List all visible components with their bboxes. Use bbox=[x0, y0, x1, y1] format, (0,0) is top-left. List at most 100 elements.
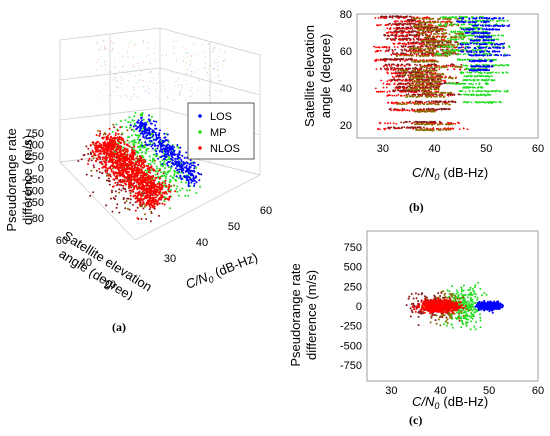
chart-a-point bbox=[137, 174, 139, 176]
chart-b-point bbox=[392, 122, 395, 125]
chart-b-point bbox=[393, 63, 395, 66]
chart-a-ghost-point bbox=[122, 71, 124, 73]
chart-a-point bbox=[140, 125, 143, 128]
chart-a-ghost-point bbox=[111, 47, 114, 50]
chart-a-point bbox=[113, 173, 115, 176]
chart-b-point bbox=[402, 121, 405, 124]
chart-a-ghost-point bbox=[120, 83, 122, 85]
chart-a-point bbox=[149, 180, 152, 183]
chart-a-ghost-point bbox=[99, 48, 102, 50]
chart-a-point bbox=[161, 139, 164, 142]
chart-b-point bbox=[476, 86, 479, 89]
chart-b-point bbox=[393, 78, 396, 81]
chart-a-point bbox=[183, 162, 186, 165]
chart-a-point bbox=[133, 163, 136, 166]
chart-a-point bbox=[101, 150, 104, 153]
chart-a-y-tick: 80 bbox=[32, 213, 44, 225]
chart-b-point bbox=[411, 67, 414, 70]
chart-b-point bbox=[376, 49, 379, 52]
chart-a-point bbox=[193, 167, 196, 170]
chart-a-point bbox=[87, 159, 90, 162]
chart-a-point bbox=[126, 149, 129, 152]
chart-b-point bbox=[468, 71, 471, 74]
chart-b-point bbox=[429, 123, 431, 125]
chart-b-point bbox=[425, 78, 428, 81]
chart-a-point bbox=[163, 196, 166, 199]
chart-a-point bbox=[198, 179, 201, 182]
chart-a-point bbox=[129, 155, 132, 158]
chart-b-point bbox=[459, 68, 461, 71]
chart-a-ghost-point bbox=[204, 67, 206, 70]
chart-a-point bbox=[134, 162, 137, 165]
chart-a-point bbox=[139, 127, 142, 130]
chart-b-point bbox=[424, 73, 427, 76]
chart-a-point bbox=[178, 171, 181, 173]
chart-a-point bbox=[139, 144, 142, 147]
chart-b-point bbox=[431, 120, 433, 123]
chart-b-point bbox=[470, 83, 473, 85]
chart-b-point bbox=[423, 108, 425, 110]
chart-a-point bbox=[153, 196, 156, 199]
chart-a-point bbox=[147, 162, 150, 165]
chart-a-point bbox=[151, 131, 154, 134]
chart-a-point bbox=[150, 193, 152, 196]
chart-a-point bbox=[121, 162, 124, 165]
chart-a-point bbox=[164, 177, 167, 180]
chart-b-point bbox=[425, 100, 428, 103]
chart-a-point bbox=[147, 181, 150, 184]
chart-b-point bbox=[390, 109, 392, 112]
chart-a-point bbox=[164, 171, 167, 174]
chart-b-point bbox=[398, 78, 401, 81]
chart-a-point bbox=[151, 143, 154, 146]
chart-a-point bbox=[98, 149, 101, 152]
chart-a-ghost-point bbox=[156, 95, 158, 98]
chart-a-ghost-point bbox=[134, 75, 136, 77]
chart-a-point bbox=[133, 186, 136, 189]
chart-b-point bbox=[388, 108, 391, 111]
chart-b-point bbox=[411, 122, 414, 125]
chart-b-point bbox=[419, 126, 422, 129]
chart-b-point bbox=[399, 75, 402, 78]
chart-b-point bbox=[425, 82, 428, 85]
chart-b-point bbox=[409, 58, 412, 61]
chart-a-point bbox=[106, 169, 109, 172]
chart-b-point bbox=[406, 109, 409, 111]
chart-a-point bbox=[125, 200, 128, 203]
chart-a-point bbox=[133, 122, 136, 125]
chart-a-point bbox=[132, 161, 135, 164]
chart-a-point bbox=[126, 173, 129, 176]
chart-b-point bbox=[419, 73, 422, 75]
chart-b-point bbox=[441, 76, 443, 79]
chart-a-point bbox=[132, 175, 135, 178]
chart-b-point bbox=[400, 89, 403, 92]
chart-a-point bbox=[111, 130, 114, 133]
chart-b-point bbox=[414, 88, 417, 91]
chart-a-point bbox=[150, 176, 152, 179]
chart-b-point bbox=[417, 95, 420, 98]
chart-a-point bbox=[152, 134, 155, 137]
chart-b-point bbox=[415, 74, 418, 76]
chart-b-point bbox=[437, 88, 440, 91]
chart-a-point bbox=[176, 190, 179, 193]
chart-a-point bbox=[141, 199, 144, 202]
chart-b-point bbox=[497, 71, 500, 74]
chart-a-point bbox=[130, 165, 133, 167]
chart-b-point bbox=[438, 84, 441, 87]
chart-b-point bbox=[437, 80, 440, 83]
chart-b-point bbox=[477, 54, 480, 57]
chart-b-point bbox=[410, 102, 412, 105]
chart-b-point bbox=[440, 49, 442, 51]
chart-a-ghost-point bbox=[183, 57, 186, 59]
chart-a-point bbox=[165, 173, 168, 176]
chart-b-point bbox=[431, 67, 434, 70]
chart-b-point bbox=[498, 101, 500, 103]
chart-a-point bbox=[125, 150, 127, 153]
chart-b-point bbox=[417, 93, 419, 96]
chart-a-point bbox=[144, 141, 147, 144]
chart-b-point bbox=[409, 84, 411, 87]
chart-a-ghost-point bbox=[145, 89, 147, 92]
chart-b-point bbox=[441, 123, 444, 126]
chart-b-point bbox=[428, 100, 430, 103]
chart-b-point bbox=[418, 80, 421, 83]
chart-b-point bbox=[438, 68, 441, 71]
